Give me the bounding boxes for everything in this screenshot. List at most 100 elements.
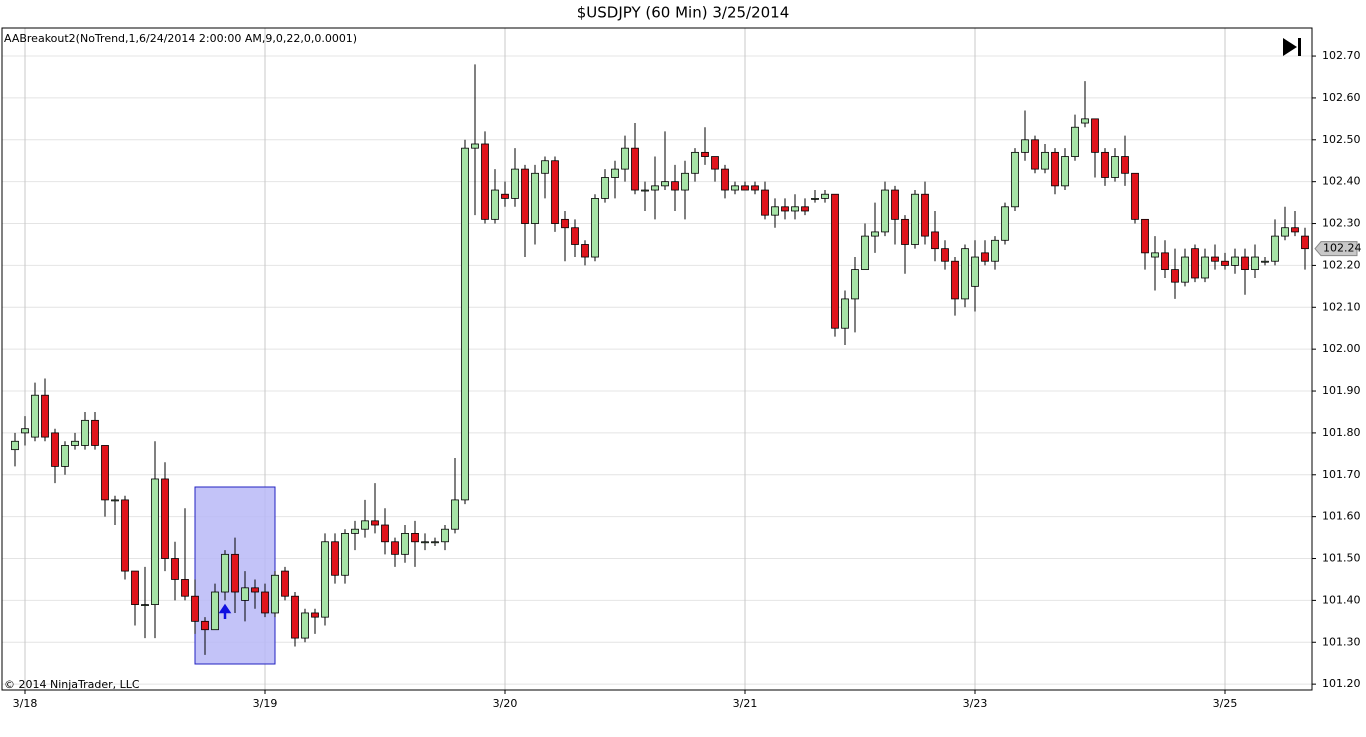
candle-body (581, 244, 589, 258)
y-tick-label: 101.30 (1322, 635, 1361, 648)
candle-body (731, 185, 739, 191)
candle-body (1291, 227, 1299, 233)
indicator-label: AABreakout2(NoTrend,1,6/24/2014 2:00:00 … (4, 32, 357, 45)
candle-body (81, 419, 89, 446)
candle-body (881, 189, 889, 233)
candle-body (541, 160, 549, 174)
y-tick-label: 101.80 (1322, 426, 1361, 439)
candle-body (1221, 260, 1229, 266)
candle-body (1231, 256, 1239, 266)
y-tick-label: 101.60 (1322, 510, 1361, 523)
candle-body (151, 478, 159, 605)
y-tick-label: 101.70 (1322, 468, 1361, 481)
candle-body (381, 524, 389, 543)
candle-body (771, 206, 779, 216)
candle-body (971, 256, 979, 287)
candle-body (841, 298, 849, 329)
candle-body (1301, 235, 1309, 250)
candle-body (281, 570, 289, 597)
candle-body (671, 181, 679, 191)
x-tick-label: 3/19 (253, 697, 278, 710)
candle-body (721, 168, 729, 191)
candle-body (801, 206, 809, 212)
candle-body (921, 193, 929, 237)
candle-body (931, 231, 939, 250)
play-button[interactable] (1283, 38, 1301, 56)
candle-body (781, 206, 789, 212)
candle-body (951, 260, 959, 300)
candle-body (361, 520, 369, 530)
candle-body (291, 595, 299, 639)
candle-body (321, 541, 329, 618)
candle-body (521, 168, 529, 224)
y-tick-label: 102.00 (1322, 342, 1361, 355)
candle-body (621, 147, 629, 170)
candle-body (831, 193, 839, 329)
candle-body (791, 206, 799, 212)
candle-body (1021, 139, 1029, 153)
candle-body (161, 478, 169, 559)
candle-body (1191, 248, 1199, 279)
candle-body (911, 193, 919, 245)
y-tick-label: 102.10 (1322, 300, 1361, 313)
candle-body (221, 553, 229, 593)
chart-title: $USDJPY (60 Min) 3/25/2014 (577, 4, 790, 22)
candle-body (1241, 256, 1249, 271)
y-tick-label: 102.40 (1322, 175, 1361, 188)
candle-body (441, 528, 449, 543)
candle-body (741, 185, 749, 191)
candle-body (31, 394, 39, 438)
candle-body (411, 532, 419, 543)
candle-body (701, 151, 709, 157)
candle-body (241, 587, 249, 601)
candle-body (1051, 151, 1059, 187)
candle-body (651, 185, 659, 191)
x-tick-label: 3/20 (493, 697, 518, 710)
candles (11, 64, 1309, 655)
y-tick-label: 101.20 (1322, 677, 1361, 690)
last-price-label: 102.24 (1323, 242, 1362, 255)
candle-body (761, 189, 769, 216)
candle-body (1061, 156, 1069, 187)
candle-body (461, 147, 469, 501)
candle-body (571, 227, 579, 245)
candle-body (531, 172, 539, 224)
candle-body (271, 574, 279, 614)
candle-body (51, 432, 59, 467)
candle-body (1101, 151, 1109, 178)
candle-body (391, 541, 399, 555)
candle-body (111, 499, 119, 502)
candle-body (511, 168, 519, 199)
x-tick-label: 3/23 (963, 697, 988, 710)
candle-body (751, 185, 759, 191)
x-tick-label: 3/25 (1213, 697, 1238, 710)
candle-body (981, 252, 989, 262)
candle-body (591, 198, 599, 258)
candle-body (451, 499, 459, 530)
candle-body (311, 612, 319, 618)
candle-body (561, 218, 569, 229)
candle-body (501, 193, 509, 199)
candle-body (421, 541, 429, 544)
candle-body (861, 235, 869, 271)
candle-body (1001, 206, 1009, 241)
candle-body (961, 248, 969, 300)
candle-body (261, 591, 269, 614)
candle-body (91, 419, 99, 446)
candle-body (551, 160, 559, 224)
candle-body (1261, 260, 1269, 263)
candle-body (1141, 218, 1149, 254)
y-tick-label: 102.30 (1322, 217, 1361, 230)
y-tick-label: 102.70 (1322, 49, 1361, 62)
candle-body (61, 445, 69, 467)
candle-body (301, 612, 309, 639)
candle-body (131, 570, 139, 605)
candle-body (11, 440, 19, 451)
candle-body (471, 143, 479, 149)
candle-body (41, 394, 49, 438)
candle-body (851, 269, 859, 300)
candle-body (121, 499, 129, 572)
candle-body (1271, 235, 1279, 262)
candle-body (101, 445, 109, 501)
candle-body (371, 520, 379, 526)
